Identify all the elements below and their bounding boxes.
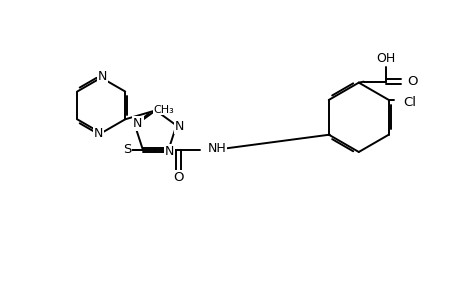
Text: CH₃: CH₃ [153, 105, 174, 115]
Text: N: N [133, 117, 142, 130]
Text: N: N [164, 145, 174, 158]
Text: N: N [93, 127, 103, 140]
Text: Cl: Cl [403, 96, 416, 110]
Text: OH: OH [375, 52, 394, 65]
Text: O: O [407, 75, 417, 88]
Text: N: N [97, 70, 106, 83]
Text: S: S [123, 143, 131, 156]
Text: N: N [174, 120, 184, 133]
Text: O: O [173, 171, 184, 184]
Text: NH: NH [207, 142, 225, 155]
